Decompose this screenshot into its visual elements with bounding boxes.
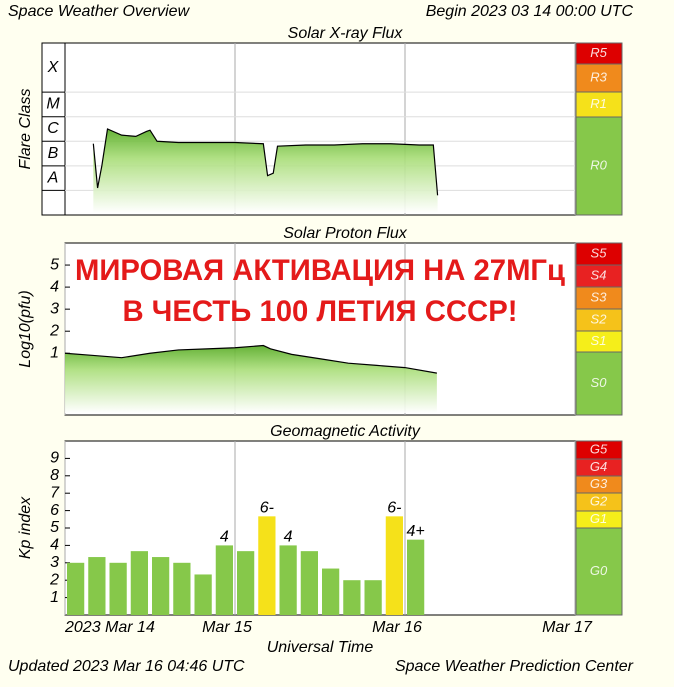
kp-value-label: 6- [260,500,274,517]
flux-line [92,128,439,196]
y-tick-label: B [48,145,59,162]
scale-label: R0 [590,157,607,172]
kp-bar [279,545,297,615]
y-axis-label: Kp index [17,496,34,559]
area-fill [93,129,438,213]
begin-time: Begin 2023 03 14 00:00 UTC [426,3,634,20]
kp-value-label: 4+ [407,523,425,540]
kp-bar [300,551,318,615]
x-tick-label: Mar 17 [542,619,593,636]
scale-label: S0 [591,375,608,390]
source: Space Weather Prediction Center [395,658,634,675]
kp-value-label: 6- [387,500,401,517]
panel-title: Geomagnetic Activity [270,423,421,440]
area-fill [65,345,437,413]
y-tick-label: 5 [50,256,59,273]
x-tick-label: Mar 15 [202,619,252,636]
y-tick-label: 4 [50,537,59,554]
scale-label: G5 [590,441,608,456]
y-tick-label: 1 [50,344,59,361]
scale-label: G1 [590,511,607,526]
kp-bar [364,580,382,615]
scale-label: S1 [591,333,607,348]
kp-bar [385,516,403,615]
y-tick-label: 7 [50,484,60,501]
panel-title: Solar X-ray Flux [288,25,404,42]
x-tick-label: 2023 Mar 14 [64,619,155,636]
scale-label: R1 [590,96,607,111]
y-axis-label: Flare Class [17,89,34,170]
scale-label: R3 [590,69,607,84]
x-tick-label: Mar 16 [372,619,422,636]
y-tick-label: A [47,169,59,186]
scale-label: G2 [590,493,608,508]
scale-label: G3 [590,476,608,491]
scale-label: G4 [590,459,607,474]
kp-value-label: 4 [284,529,293,546]
scale-box [575,91,623,118]
page-title: Space Weather Overview [8,3,191,20]
scale-label: R5 [590,45,607,60]
scale-box [575,351,623,416]
y-tick-label: 4 [50,278,59,295]
y-tick-label: M [46,96,60,113]
kp-bar [258,516,276,615]
flux-line [64,344,437,374]
scale-box [575,116,623,216]
y-tick-label: 5 [50,519,59,536]
scale-label: S5 [591,245,608,260]
y-axis-label: Log10(pfu) [17,290,34,367]
kp-bar [194,574,212,615]
scale-label: S3 [591,289,608,304]
overlay-text: В ЧЕСТЬ 100 ЛЕТИЯ СССР! [123,295,518,328]
class-column [41,42,66,216]
x-axis-label: Universal Time [267,639,374,656]
plot-area [64,440,576,616]
y-tick-label: 6 [50,502,59,519]
y-tick-label: 9 [50,450,59,467]
kp-bar [215,545,233,615]
kp-bar [109,562,127,615]
kp-bar [173,562,191,615]
updated: Updated 2023 Mar 16 04:46 UTC [8,658,245,675]
kp-value-label: 4 [220,529,229,546]
kp-bar [237,551,255,615]
kp-bar [67,562,85,615]
scale-label: G0 [590,563,608,578]
kp-bar [407,539,425,615]
overlay-text: МИРОВАЯ АКТИВАЦИЯ НА 27МГц [75,254,566,287]
kp-bar [322,568,340,615]
kp-bar [152,557,170,615]
y-tick-label: C [47,120,59,137]
y-tick-label: 3 [50,554,59,571]
y-tick-label: 8 [50,467,59,484]
kp-bar [130,551,148,615]
kp-bar [343,580,361,615]
y-tick-label: 2 [49,571,59,588]
y-tick-label: 3 [50,300,59,317]
scale-label: S4 [591,267,607,282]
scale-label: S2 [591,311,608,326]
panel-title: Solar Proton Flux [283,225,408,242]
kp-bar [88,557,106,615]
y-tick-label: 1 [50,589,59,606]
y-tick-label: 2 [49,322,59,339]
y-tick-label: X [47,59,60,76]
scale-box [575,527,623,616]
scale-box [575,63,623,93]
